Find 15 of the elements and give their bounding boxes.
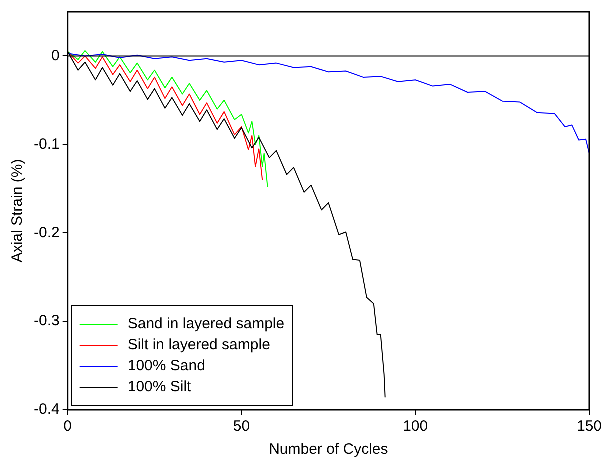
legend-label: Sand in layered sample <box>128 316 285 333</box>
y-axis-title: Axial Strain (%) <box>9 159 26 263</box>
x-tick-label: 100 <box>403 418 428 436</box>
x-tick-label: 150 <box>576 418 602 436</box>
legend-label: 100% Silt <box>128 378 192 396</box>
y-tick-label: 0 <box>52 47 60 64</box>
legend-label: 100% Sand <box>128 358 206 375</box>
y-tick-label: -0.4 <box>34 401 60 418</box>
x-axis-title: Number of Cycles <box>269 441 388 458</box>
y-tick-label: -0.3 <box>34 312 60 330</box>
x-tick-label: 0 <box>64 418 72 436</box>
y-tick-label: -0.2 <box>34 224 60 242</box>
x-tick-label: 50 <box>233 418 250 436</box>
legend-label: Silt in layered sample <box>128 336 270 354</box>
y-tick-label: -0.1 <box>34 136 60 153</box>
